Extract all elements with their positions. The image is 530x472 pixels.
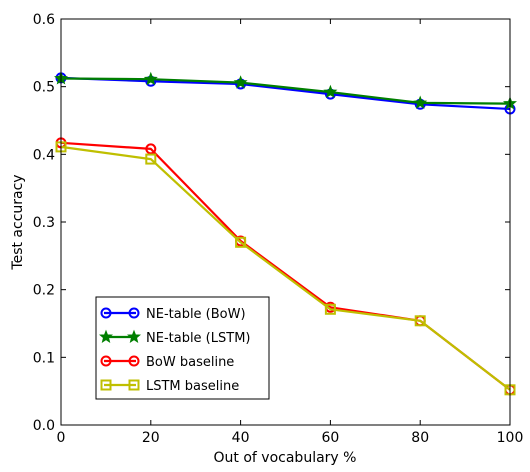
data-point [414, 315, 426, 327]
y-tick-label: 0.3 [33, 215, 55, 231]
series-line [60, 145, 511, 391]
legend-item: NE-table (LSTM) [99, 329, 250, 346]
legend-marker [99, 329, 113, 344]
x-tick-label: 20 [142, 430, 160, 446]
y-tick-label: 0.0 [33, 418, 55, 434]
legend: NE-table (BoW) NE-table (LSTM) BoW baselin… [95, 296, 270, 400]
x-tick-label: 0 [57, 430, 66, 446]
x-tick-label: 100 [497, 430, 524, 446]
legend-label: NE-table (LSTM) [146, 331, 250, 346]
y-tick-label: 0.6 [33, 12, 55, 28]
data-point [145, 153, 157, 165]
x-axis-label: Out of vocabulary % [214, 450, 357, 466]
legend-item: BoW baseline [100, 355, 234, 370]
data-point [143, 71, 158, 86]
legend-item: NE-table (BoW) [100, 307, 246, 322]
data-point [145, 143, 157, 155]
x-tick-label: 60 [321, 430, 339, 446]
data-point [233, 75, 248, 89]
legend-marker [100, 379, 112, 391]
data-point [323, 84, 338, 98]
x-tick-label: 80 [411, 430, 429, 446]
legend-marker [128, 355, 140, 367]
y-axis-label: Test accuracy [10, 174, 26, 270]
data-point [235, 236, 247, 248]
data-point [324, 303, 336, 315]
series-line [60, 76, 511, 111]
legend-marker [128, 379, 140, 391]
series-line [60, 77, 511, 105]
legend-marker [100, 355, 112, 367]
series-2 [54, 71, 517, 110]
y-tick-label: 0.4 [33, 147, 55, 163]
x-tick-label: 40 [232, 430, 250, 446]
y-tick-label: 0.1 [33, 350, 55, 366]
y-tick-label: 0.2 [33, 283, 55, 299]
y-tick-label: 0.5 [33, 80, 55, 96]
data-point [413, 95, 428, 109]
series-layer [54, 71, 517, 396]
legend-marker [100, 307, 112, 319]
legend-marker [127, 329, 141, 344]
legend-marker [128, 307, 140, 319]
legend-label: NE-table (BoW) [146, 307, 246, 322]
legend-label: BoW baseline [146, 355, 234, 370]
legend-item: LSTM baseline [100, 379, 239, 394]
ticks-layer: 0 20 40 60 80 100 0.0 0.1 0.2 0.3 0.4 0.5 0.6 [33, 12, 524, 446]
legend-label: LSTM baseline [146, 379, 239, 394]
